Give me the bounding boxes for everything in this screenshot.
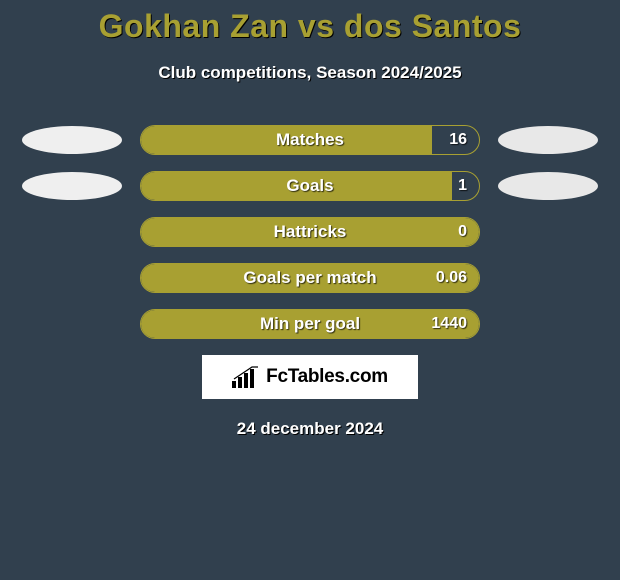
right-ellipse — [498, 172, 598, 200]
subtitle: Club competitions, Season 2024/2025 — [0, 63, 620, 83]
stat-label: Matches — [141, 126, 479, 154]
stat-row: Hattricks0 — [0, 217, 620, 247]
stat-label: Goals — [141, 172, 479, 200]
stats-list: Matches16 Goals1 Hattricks0 Goals per match… — [0, 125, 620, 339]
stat-row: Goals1 — [0, 171, 620, 201]
stat-label: Hattricks — [141, 218, 479, 246]
stat-value: 16 — [449, 126, 467, 154]
stat-value: 1 — [458, 172, 467, 200]
stat-value: 0 — [458, 218, 467, 246]
page-title: Gokhan Zan vs dos Santos — [0, 8, 620, 45]
stat-row: Min per goal1440 — [0, 309, 620, 339]
date-text: 24 december 2024 — [0, 419, 620, 439]
branding-text: FcTables.com — [266, 366, 388, 388]
stat-label: Min per goal — [141, 310, 479, 338]
stat-bar: Goals per match0.06 — [140, 263, 480, 293]
stat-value: 1440 — [431, 310, 467, 338]
chart-icon — [232, 366, 260, 388]
stat-bar: Matches16 — [140, 125, 480, 155]
stat-row: Goals per match0.06 — [0, 263, 620, 293]
stat-bar: Goals1 — [140, 171, 480, 201]
stat-bar: Hattricks0 — [140, 217, 480, 247]
branding-badge[interactable]: FcTables.com — [202, 355, 418, 399]
left-ellipse — [22, 172, 122, 200]
left-ellipse — [22, 126, 122, 154]
stat-bar: Min per goal1440 — [140, 309, 480, 339]
right-ellipse — [498, 126, 598, 154]
stat-label: Goals per match — [141, 264, 479, 292]
stat-row: Matches16 — [0, 125, 620, 155]
stat-value: 0.06 — [436, 264, 467, 292]
